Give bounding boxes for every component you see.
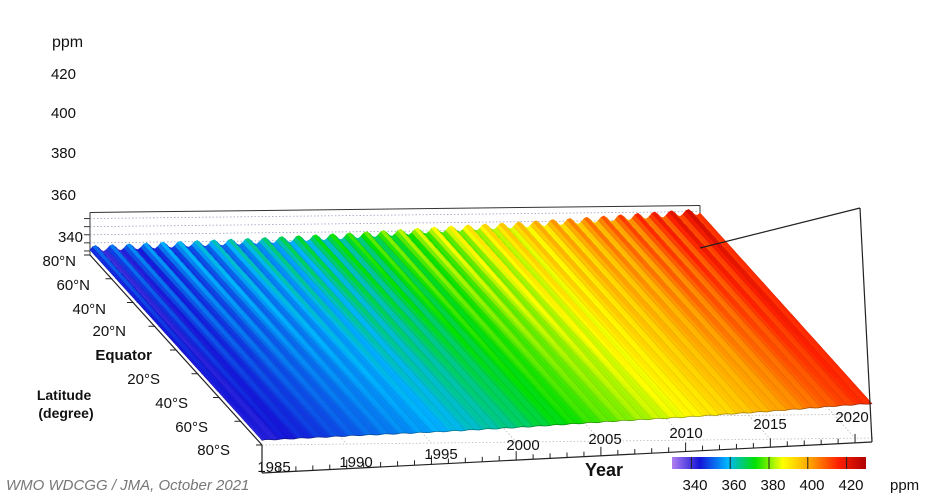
floor-gridline [261,437,873,446]
co2-surface [89,209,873,441]
z-gridline [89,211,701,219]
box-edge [89,204,701,213]
